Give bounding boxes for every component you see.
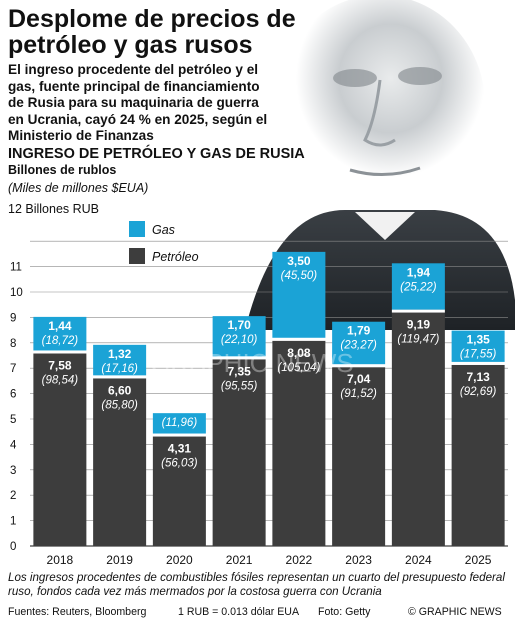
x-tick-label: 2022 xyxy=(286,553,313,567)
gas-value-label: 1,35 xyxy=(466,333,490,347)
oil-value-label: 7,58 xyxy=(48,358,72,372)
bar-gap xyxy=(272,337,326,341)
x-tick-label: 2018 xyxy=(47,553,74,567)
gas-value-label: 1,79 xyxy=(347,324,371,338)
legend-swatch-oil xyxy=(129,248,145,264)
oil-value-label: 7,04 xyxy=(347,372,371,386)
bar-gap xyxy=(152,433,206,437)
bar-gas-2018 xyxy=(33,316,87,351)
y-tick-label: 10 xyxy=(10,287,23,299)
bar-oil-2019 xyxy=(93,378,147,546)
x-tick-label: 2025 xyxy=(465,553,492,567)
legend-swatch-gas xyxy=(129,221,145,237)
photo-credit: Foto: Getty xyxy=(318,606,371,618)
oil-value-label: 7,35 xyxy=(227,364,251,378)
bar-gas-2022 xyxy=(272,251,326,338)
y-axis-title: 12 Billones RUB xyxy=(8,202,100,216)
gas-usd-label: (25,22) xyxy=(400,281,437,293)
y-tick-label: 7 xyxy=(10,363,16,375)
gas-usd-label: (17,55) xyxy=(460,349,497,361)
headline: Desplome de precios de petróleo y gas ru… xyxy=(8,5,296,59)
y-tick-label: 0 xyxy=(10,541,16,553)
x-tick-label: 2023 xyxy=(345,553,372,567)
bar-oil-2021 xyxy=(212,359,266,546)
y-tick-label: 9 xyxy=(10,312,16,324)
gas-value-label: 1,32 xyxy=(108,347,132,361)
y-tick-label: 8 xyxy=(10,338,16,350)
bar-oil-2024 xyxy=(391,312,445,546)
oil-usd-label: (95,55) xyxy=(221,380,258,392)
gas-usd-label: (11,96) xyxy=(162,417,198,429)
chart-subtitle: (Miles de millones $EUA) xyxy=(8,181,149,195)
exchange-rate: 1 RUB = 0.013 dólar EUA xyxy=(178,606,300,618)
oil-usd-label: (85,80) xyxy=(101,399,138,411)
gas-usd-label: (23,27) xyxy=(340,340,377,352)
bar-gas-2019 xyxy=(93,344,147,376)
bar-gap xyxy=(332,364,386,368)
footnote: Los ingresos procedentes de combustibles… xyxy=(8,571,505,598)
bar-gap xyxy=(93,375,147,379)
chart-title-text: INGRESO DE PETRÓLEO Y GAS DE RUSIA xyxy=(8,146,305,162)
gas-value-label: 1,70 xyxy=(227,318,251,332)
bar-gas-2021 xyxy=(212,316,266,357)
gas-usd-label: (45,50) xyxy=(281,270,318,282)
gas-usd-label: (22,10) xyxy=(221,334,258,346)
gas-value-label: 3,50 xyxy=(287,254,311,268)
chart-title: INGRESO DE PETRÓLEO Y GAS DE RUSIA Billo… xyxy=(8,146,308,178)
y-tick-label: 11 xyxy=(10,262,22,274)
brand-credit: © GRAPHIC NEWS xyxy=(408,606,502,618)
oil-usd-label: (105,04) xyxy=(277,362,320,374)
gas-value-label: 1,94 xyxy=(407,265,431,279)
bar-gas-2025 xyxy=(451,330,505,362)
x-tick-label: 2021 xyxy=(226,553,253,567)
oil-value-label: 6,60 xyxy=(108,383,132,397)
gas-usd-label: (18,72) xyxy=(42,335,79,347)
x-tick-label: 2024 xyxy=(405,553,432,567)
x-tick-label: 2019 xyxy=(106,553,133,567)
oil-usd-label: (91,52) xyxy=(340,388,377,400)
oil-value-label: 7,13 xyxy=(466,370,490,384)
y-tick-label: 6 xyxy=(10,389,16,401)
y-tick-label: 1 xyxy=(10,516,16,528)
bar-gap xyxy=(451,361,505,365)
x-tick-label: 2020 xyxy=(166,553,193,567)
y-tick-label: 4 xyxy=(10,439,17,451)
oil-usd-label: (119,47) xyxy=(397,334,439,346)
bar-oil-2018 xyxy=(33,353,87,546)
gas-value-label: 0,92 xyxy=(168,394,192,408)
legend-label: Petróleo xyxy=(152,250,199,264)
y-tick-label: 5 xyxy=(10,414,16,426)
gas-usd-label: (17,16) xyxy=(101,363,138,375)
gas-value-label: 1,44 xyxy=(48,319,72,333)
y-tick-label: 3 xyxy=(10,465,16,477)
legend-label: Gas xyxy=(152,223,175,237)
oil-value-label: 4,31 xyxy=(168,442,192,456)
bar-gap xyxy=(212,356,266,360)
intro-text: El ingreso procedente del petróleo y el … xyxy=(8,62,268,143)
bar-oil-2023 xyxy=(332,367,386,546)
bar-oil-2020 xyxy=(152,436,206,546)
watermark-text: GRAPHIC NEWS xyxy=(150,348,354,378)
bar-gas-2020 xyxy=(152,413,206,434)
bar-gap xyxy=(391,309,445,313)
bar-oil-2025 xyxy=(451,364,505,546)
oil-usd-label: (56,03) xyxy=(161,458,198,470)
bar-oil-2022 xyxy=(272,340,326,546)
bar-gas-2023 xyxy=(332,321,386,365)
bar-gas-2024 xyxy=(391,263,445,310)
sources: Fuentes: Reuters, Bloomberg xyxy=(8,606,147,618)
y-tick-label: 2 xyxy=(10,490,16,502)
oil-value-label: 9,19 xyxy=(407,318,431,332)
oil-usd-label: (92,69) xyxy=(460,386,497,398)
oil-value-label: 8,08 xyxy=(287,346,311,360)
oil-usd-label: (98,54) xyxy=(42,374,79,386)
bar-gap xyxy=(33,350,87,354)
chart-title-unit: Billones de rublos xyxy=(8,163,117,177)
